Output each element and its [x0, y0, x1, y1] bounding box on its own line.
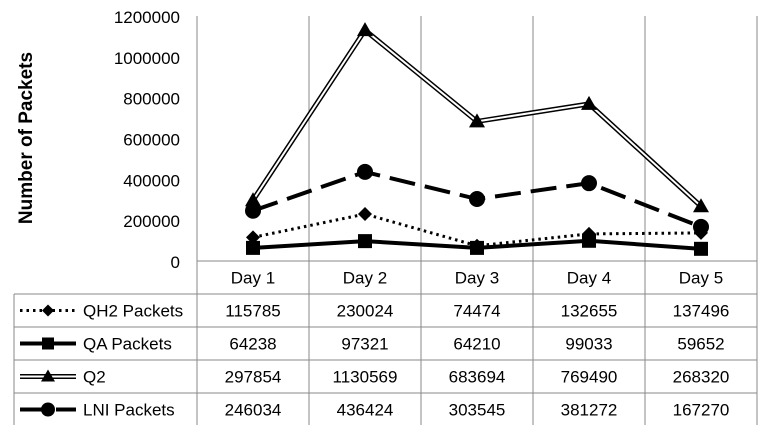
- table-value: 115785: [225, 302, 280, 321]
- category-label: Day 2: [343, 269, 387, 288]
- legend-label: LNI Packets: [83, 401, 175, 420]
- series-lni-packets: [245, 163, 709, 235]
- table-value: 230024: [337, 302, 394, 321]
- data-point-triangle: [581, 95, 597, 110]
- category-label: Day 1: [231, 269, 275, 288]
- table-value: 1130569: [333, 368, 398, 387]
- legend-label: Q2: [83, 368, 106, 387]
- table-value: 59652: [677, 335, 724, 354]
- data-point-square: [42, 337, 54, 350]
- data-point-diamond: [246, 230, 260, 245]
- table-value: 74474: [453, 302, 500, 321]
- data-point-square: [470, 240, 484, 255]
- data-point-triangle: [357, 22, 373, 37]
- table-value: 137496: [673, 302, 730, 321]
- data-point-triangle: [693, 198, 709, 213]
- legend-key: [20, 369, 76, 382]
- series-layer: [245, 22, 709, 256]
- table-value: 97321: [341, 335, 388, 354]
- data-point-triangle: [41, 369, 55, 382]
- legend-key: [20, 402, 76, 417]
- table-value: 436424: [337, 401, 394, 420]
- data-point-diamond: [42, 304, 54, 317]
- y-axis-title: Number of Packets: [16, 52, 37, 224]
- table-value: 167270: [673, 401, 730, 420]
- data-point-circle: [581, 175, 597, 192]
- data-point-square: [358, 234, 372, 249]
- data-point-square: [694, 241, 708, 256]
- category-label: Day 4: [567, 269, 611, 288]
- data-point-circle: [469, 191, 485, 208]
- table-value: 683694: [449, 368, 506, 387]
- category-label: Day 3: [455, 269, 499, 288]
- data-point-triangle: [469, 113, 485, 128]
- y-tick-label: 1200000: [114, 8, 180, 27]
- y-tick-labels: 0 200000 400000 600000 800000 1000000 1200000: [114, 8, 180, 272]
- data-point-circle: [41, 402, 55, 417]
- legend-label: QH2 Packets: [83, 302, 183, 321]
- y-tick-label: 600000: [123, 131, 180, 150]
- series-qa-packets: [246, 233, 708, 256]
- legend-key: [20, 304, 76, 317]
- grid: [196, 16, 758, 425]
- legend-key: [20, 337, 76, 350]
- legend-label: QA Packets: [83, 335, 172, 354]
- table-value: 381272: [561, 401, 618, 420]
- table-value: 64210: [453, 335, 500, 354]
- data-table: Day 1 Day 2 Day 3 Day 4 Day 5 QH2 Packets 1157…: [13, 269, 757, 425]
- data-point-circle: [245, 202, 261, 219]
- data-point-triangle: [245, 192, 261, 207]
- table-value: 64238: [229, 335, 276, 354]
- y-tick-label: 200000: [123, 212, 180, 231]
- y-tick-label: 800000: [123, 90, 180, 109]
- table-value: 297854: [225, 368, 282, 387]
- table-value: 769490: [561, 368, 618, 387]
- series-q2: [245, 22, 709, 213]
- y-tick-label: 400000: [123, 171, 180, 190]
- table-value: 132655: [561, 302, 618, 321]
- data-point-square: [582, 233, 596, 248]
- category-label: Day 5: [679, 269, 723, 288]
- table-value: 99033: [565, 335, 612, 354]
- y-tick-label: 1000000: [114, 49, 180, 68]
- table-value: 268320: [673, 368, 730, 387]
- y-axis-title-group: Number of Packets: [16, 52, 37, 224]
- table-value: 246034: [225, 401, 282, 420]
- data-point-diamond: [694, 225, 708, 240]
- data-point-circle: [357, 163, 373, 180]
- table-value: 303545: [449, 401, 506, 420]
- y-tick-label: 0: [171, 253, 180, 272]
- data-point-diamond: [358, 207, 372, 222]
- data-point-square: [246, 240, 260, 255]
